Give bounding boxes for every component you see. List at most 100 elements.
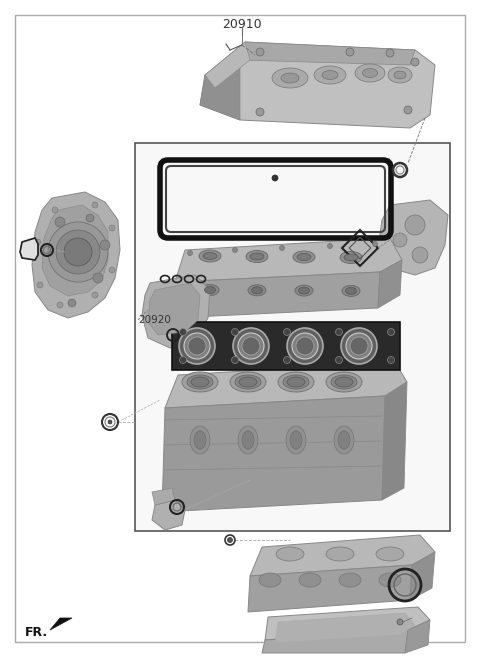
Bar [172, 322, 400, 370]
Ellipse shape [194, 431, 206, 449]
Polygon shape [20, 238, 38, 260]
Ellipse shape [335, 377, 353, 387]
Ellipse shape [326, 547, 354, 561]
Circle shape [292, 333, 318, 359]
Ellipse shape [272, 68, 308, 88]
Polygon shape [250, 535, 435, 576]
Circle shape [296, 337, 314, 355]
Circle shape [287, 328, 323, 364]
Circle shape [231, 357, 239, 363]
Circle shape [68, 299, 76, 307]
Circle shape [279, 246, 285, 250]
Ellipse shape [246, 250, 268, 263]
Ellipse shape [362, 68, 377, 78]
Circle shape [86, 214, 94, 222]
Polygon shape [262, 630, 408, 653]
Circle shape [48, 222, 108, 282]
Ellipse shape [342, 285, 360, 296]
Circle shape [108, 420, 112, 424]
Polygon shape [142, 275, 210, 348]
Ellipse shape [388, 67, 412, 83]
Text: 20920: 20920 [138, 315, 171, 325]
Ellipse shape [187, 375, 213, 389]
Polygon shape [410, 552, 435, 600]
Ellipse shape [242, 431, 254, 449]
Polygon shape [248, 565, 412, 612]
Circle shape [272, 175, 278, 181]
Ellipse shape [252, 287, 263, 294]
Circle shape [412, 247, 428, 263]
Circle shape [56, 230, 100, 274]
Ellipse shape [339, 573, 361, 587]
Circle shape [109, 267, 115, 273]
Polygon shape [240, 42, 415, 65]
Ellipse shape [376, 547, 404, 561]
Ellipse shape [190, 426, 210, 454]
Polygon shape [378, 260, 402, 308]
Ellipse shape [290, 431, 302, 449]
Circle shape [256, 48, 264, 56]
Polygon shape [152, 500, 185, 530]
Polygon shape [162, 396, 385, 512]
Ellipse shape [338, 431, 350, 449]
Polygon shape [50, 618, 72, 630]
Polygon shape [175, 238, 402, 282]
Ellipse shape [299, 573, 321, 587]
Ellipse shape [250, 253, 264, 260]
Ellipse shape [199, 250, 221, 262]
Circle shape [35, 239, 41, 245]
Polygon shape [152, 488, 175, 505]
Circle shape [184, 333, 210, 359]
Ellipse shape [326, 372, 362, 392]
Ellipse shape [238, 426, 258, 454]
Ellipse shape [299, 287, 310, 294]
Ellipse shape [287, 377, 305, 387]
Ellipse shape [259, 573, 281, 587]
Ellipse shape [203, 252, 217, 260]
Circle shape [55, 217, 65, 227]
Ellipse shape [379, 573, 401, 587]
Polygon shape [378, 200, 448, 275]
Polygon shape [148, 283, 200, 335]
Ellipse shape [344, 254, 358, 261]
Circle shape [238, 333, 264, 359]
Circle shape [327, 244, 333, 248]
Ellipse shape [331, 375, 357, 389]
Circle shape [284, 357, 290, 363]
Circle shape [387, 357, 395, 363]
Ellipse shape [278, 372, 314, 392]
Polygon shape [275, 613, 415, 643]
Circle shape [386, 49, 394, 57]
Circle shape [411, 58, 419, 66]
Text: FR.: FR. [25, 625, 48, 639]
Ellipse shape [322, 70, 338, 79]
Circle shape [64, 238, 92, 266]
Circle shape [100, 240, 110, 250]
Circle shape [232, 248, 238, 252]
Circle shape [350, 337, 368, 355]
Circle shape [179, 328, 215, 364]
Ellipse shape [334, 426, 354, 454]
Ellipse shape [230, 372, 266, 392]
Circle shape [228, 537, 232, 543]
Circle shape [393, 233, 407, 247]
Circle shape [180, 328, 187, 336]
Circle shape [256, 108, 264, 116]
Circle shape [57, 302, 63, 308]
Circle shape [405, 215, 425, 235]
Ellipse shape [314, 66, 346, 84]
Ellipse shape [297, 254, 311, 260]
Circle shape [52, 207, 58, 213]
Circle shape [188, 250, 192, 256]
Ellipse shape [248, 284, 266, 296]
Circle shape [284, 328, 290, 336]
Circle shape [233, 328, 269, 364]
Circle shape [346, 333, 372, 359]
Circle shape [188, 337, 206, 355]
Polygon shape [405, 620, 430, 653]
Circle shape [336, 328, 343, 336]
Polygon shape [200, 60, 240, 120]
Circle shape [341, 328, 377, 364]
Circle shape [180, 357, 187, 363]
Circle shape [404, 106, 412, 114]
